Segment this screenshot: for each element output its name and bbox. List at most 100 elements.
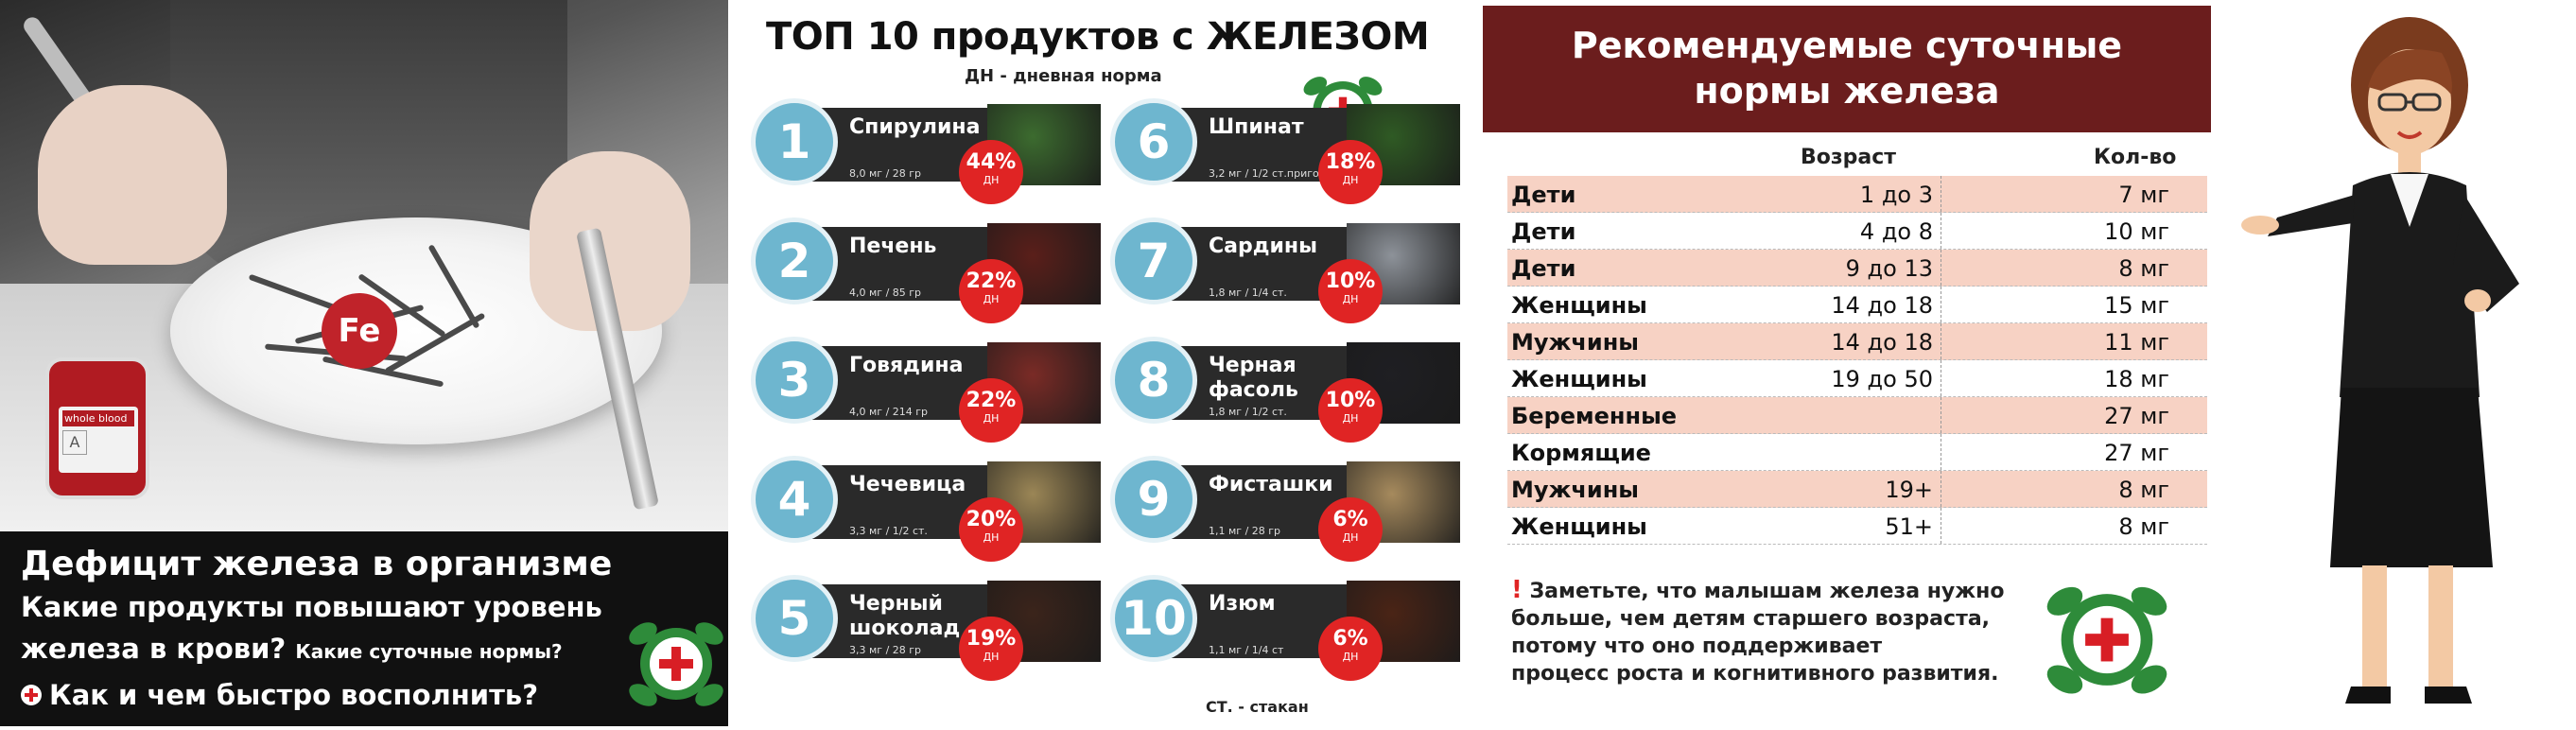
note-line: потому что оно поддерживает — [1511, 634, 1883, 658]
food-rank: 10 — [1110, 575, 1197, 662]
food-item: 10 Изюм 1,1 мг / 1/4 ст 6% ДН — [1110, 571, 1460, 681]
caption-title: Дефицит железа в организме — [21, 545, 613, 583]
food-name: Сардины — [1209, 235, 1318, 258]
daily-value-badge: 22% ДН — [959, 259, 1023, 323]
daily-value-unit: ДН — [1342, 412, 1359, 425]
daily-value-unit: ДН — [983, 293, 1000, 305]
norms-age: 9 до 13 — [1845, 255, 1933, 282]
norms-group: Мужчины — [1511, 329, 1639, 356]
daily-value-badge: 20% ДН — [959, 497, 1023, 562]
daily-value-unit: ДН — [1342, 293, 1359, 305]
daily-value-badge: 44% ДН — [959, 140, 1023, 204]
norms-row: Беременные 27 мг — [1507, 397, 2207, 434]
norms-age: 1 до 3 — [1859, 182, 1933, 208]
food-amount: 3,3 мг / 28 гр — [849, 644, 922, 656]
col-header-qty: Кол-во — [2094, 146, 2177, 169]
daily-value-percent: 22% — [966, 269, 1017, 293]
daily-value-badge: 22% ДН — [959, 378, 1023, 443]
norms-age: 4 до 8 — [1859, 218, 1933, 245]
food-item: 8 Черная фасоль 1,8 мг / 1/2 ст. 10% ДН — [1110, 333, 1460, 443]
fe-badge: Fe — [322, 293, 397, 369]
exclamation-icon: ! — [1511, 576, 1523, 604]
top10-subtitle: ДН - дневная норма — [965, 66, 1162, 86]
food-name: Спирулина — [849, 115, 981, 139]
food-item: 5 Черный шоколад 3,3 мг / 28 гр 19% ДН — [751, 571, 1101, 681]
blood-bag-title: whole blood — [62, 410, 134, 426]
norms-header-line-2: нормы железа — [1694, 70, 2000, 112]
food-item: 6 Шпинат 3,2 мг / 1/2 ст.пригот. 18% ДН — [1110, 95, 1460, 204]
note-line: больше, чем детям старшего возраста, — [1511, 607, 1991, 631]
daily-value-unit: ДН — [983, 651, 1000, 663]
daily-value-unit: ДН — [1342, 651, 1359, 663]
food-name: Черная фасоль — [1209, 354, 1298, 402]
norms-age: 14 до 18 — [1831, 292, 1933, 319]
food-item: 1 Спирулина 8,0 мг / 28 гр 44% ДН — [751, 95, 1101, 204]
iron-nails-plate-photo: Fe whole blood A — [0, 0, 728, 531]
woman-panel — [2239, 0, 2576, 726]
norms-rows: Дети 1 до 3 7 мг Дети 4 до 8 10 мг Дети 9 до 13… — [1507, 176, 2207, 545]
glass-legend: СТ. - стакан — [1206, 698, 1309, 716]
left-panel: Fe whole blood A Дефицит железа в органи… — [0, 0, 728, 726]
daily-value-badge: 10% ДН — [1318, 259, 1383, 323]
daily-value-badge: 6% ДН — [1318, 617, 1383, 681]
food-amount: 3,3 мг / 1/2 ст. — [849, 525, 928, 537]
norms-qty: 11 мг — [2104, 329, 2169, 356]
food-rank: 8 — [1110, 337, 1197, 424]
norms-qty: 27 мг — [2104, 403, 2169, 429]
food-name: Фисташки — [1209, 473, 1333, 496]
caption-line-3-text: Как и чем быстро восполнить? — [49, 679, 539, 711]
blood-type: A — [62, 430, 87, 455]
norms-age: 19+ — [1885, 477, 1933, 503]
food-rank: 6 — [1110, 98, 1197, 185]
turtle-cross-logo-icon — [629, 622, 723, 706]
food-item: 9 Фисташки 1,1 мг / 28 гр 6% ДН — [1110, 452, 1460, 562]
daily-value-percent: 6% — [1332, 508, 1368, 531]
businesswoman-illustration — [2241, 17, 2519, 704]
food-amount: 4,0 мг / 214 гр — [849, 406, 929, 418]
norms-group: Кормящие — [1511, 440, 1651, 466]
daily-value-unit: ДН — [983, 174, 1000, 186]
norms-group: Женщины — [1511, 513, 1647, 540]
food-name: Говядина — [849, 354, 964, 377]
blood-bag-icon: whole blood A — [45, 357, 149, 499]
caption-line-3: Как и чем быстро восполнить? — [21, 677, 707, 713]
note-line: Заметьте, что малышам железа нужно — [1529, 580, 2005, 603]
norms-row: Женщины 51+ 8 мг — [1507, 508, 2207, 545]
daily-value-percent: 10% — [1325, 269, 1376, 293]
norms-row: Мужчины 14 до 18 11 мг — [1507, 323, 2207, 360]
daily-value-unit: ДН — [983, 412, 1000, 425]
norms-panel: Рекомендуемые суточные нормы железа Возр… — [1483, 0, 2239, 726]
food-name: Чечевица — [849, 473, 966, 496]
norms-group: Женщины — [1511, 292, 1647, 319]
daily-value-percent: 44% — [966, 150, 1017, 174]
norms-qty: 15 мг — [2104, 292, 2169, 319]
daily-value-percent: 22% — [966, 389, 1017, 412]
norms-header: Рекомендуемые суточные нормы железа — [1483, 6, 2211, 132]
daily-value-unit: ДН — [1342, 531, 1359, 544]
norms-row: Дети 4 до 8 10 мг — [1507, 213, 2207, 250]
norms-row: Дети 1 до 3 7 мг — [1507, 176, 2207, 213]
left-caption: Дефицит железа в организме Какие продукт… — [0, 531, 728, 726]
norms-table-head: Возраст Кол-во — [1507, 142, 2207, 176]
daily-value-percent: 10% — [1325, 389, 1376, 412]
norms-header-line-1: Рекомендуемые суточные — [1571, 25, 2123, 66]
norms-row: Женщины 19 до 50 18 мг — [1507, 360, 2207, 397]
food-amount: 4,0 мг / 85 гр — [849, 287, 922, 299]
turtle-cross-logo-icon — [2046, 586, 2167, 694]
norms-qty: 27 мг — [2104, 440, 2169, 466]
caption-line-2-main: железа в крови? — [21, 633, 287, 665]
norms-qty: 8 мг — [2118, 255, 2169, 282]
note-line: процесс роста и когнитивного развития. — [1511, 662, 1999, 686]
norms-table: Возраст Кол-во Дети 1 до 3 7 мг Дети 4 до 8 1… — [1507, 142, 2207, 545]
red-cross-icon — [21, 685, 42, 705]
caption-line-1: Какие продукты повышают уровень — [21, 591, 602, 623]
norms-group: Дети — [1511, 218, 1576, 245]
top10-panel: ТОП 10 продуктов с ЖЕЛЕЗОМ ДН - дневная … — [728, 0, 1483, 726]
daily-value-badge: 10% ДН — [1318, 378, 1383, 443]
food-name: Печень — [849, 235, 937, 258]
daily-value-badge: 18% ДН — [1318, 140, 1383, 204]
norms-group: Мужчины — [1511, 477, 1639, 503]
norms-group: Беременные — [1511, 403, 1678, 429]
food-item: 7 Сардины 1,8 мг / 1/4 ст. 10% ДН — [1110, 214, 1460, 323]
food-name: Шпинат — [1209, 115, 1304, 139]
